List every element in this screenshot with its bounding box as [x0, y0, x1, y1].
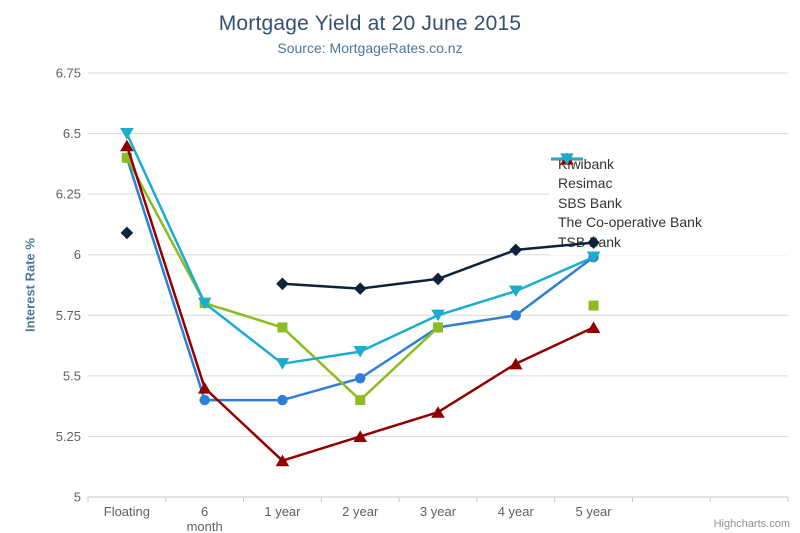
y-axis-tick-label: 5.25 — [56, 429, 81, 444]
legend-item-kiwibank[interactable]: Kiwibank — [551, 153, 790, 174]
y-axis-tick-label: 5 — [74, 490, 81, 505]
x-axis-category-label: 2 year — [342, 504, 379, 519]
y-axis-tick-label: 5.75 — [56, 308, 81, 323]
legend-item-sbs-bank[interactable]: SBS Bank — [551, 154, 790, 213]
legend-item-resimac[interactable]: Resimac — [551, 152, 790, 194]
legend-label: Resimac — [558, 175, 613, 192]
y-axis-tick-label: 6.25 — [56, 187, 81, 202]
x-axis-category-label: 1 year — [264, 504, 301, 519]
x-axis-category-label: 6 month — [187, 504, 223, 533]
chart-legend: Kiwibank Resimac SBS Bank The Co-operative … — [550, 151, 790, 255]
y-axis-tick-label: 5.5 — [63, 368, 81, 383]
legend-item-the-co-operative-bank[interactable]: The Co-operative Bank — [551, 153, 790, 233]
highcharts-credits-link[interactable]: Highcharts.com — [713, 518, 790, 530]
y-axis-tick-label: 6 — [74, 247, 81, 262]
y-axis-title: Interest Rate % — [22, 238, 38, 332]
legend-label: SBS Bank — [558, 194, 622, 211]
y-axis-tick-label: 6.75 — [56, 66, 81, 81]
legend-label: The Co-operative Bank — [558, 214, 702, 231]
x-axis-category-label: 4 year — [498, 504, 535, 519]
triangle-down-series-marker-icon — [551, 153, 583, 165]
chart-subtitle: Source: MortgageRates.co.nz — [277, 40, 463, 56]
legend-label: TSB Bank — [558, 233, 622, 250]
y-axis-tick-label: 6.5 — [63, 126, 81, 141]
x-axis-category-label: 5 year — [575, 504, 612, 519]
legend-item-tsb-bank[interactable]: TSB Bank — [551, 153, 790, 252]
x-axis-category-label: Floating — [104, 504, 150, 519]
x-axis-category-label: 3 year — [420, 504, 457, 519]
chart-title: Mortgage Yield at 20 June 2015 — [218, 12, 522, 35]
